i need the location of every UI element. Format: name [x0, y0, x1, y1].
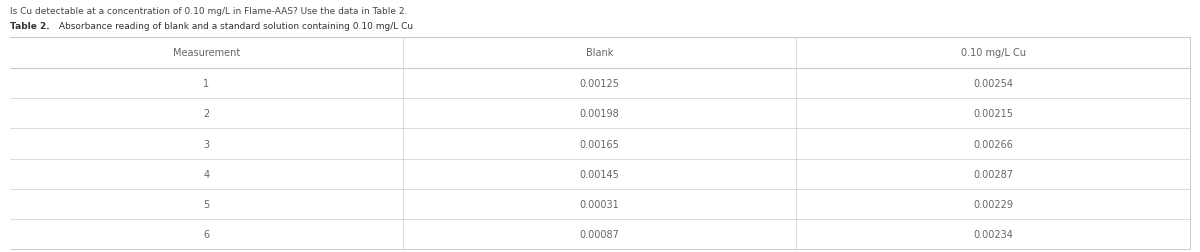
Text: Blank: Blank — [586, 48, 613, 58]
Text: 0.10 mg/L Cu: 0.10 mg/L Cu — [961, 48, 1026, 58]
Bar — [10, 159, 1190, 189]
Bar — [10, 38, 403, 69]
Text: 0.00165: 0.00165 — [580, 139, 619, 149]
Bar — [796, 38, 1190, 69]
Bar — [10, 99, 1190, 129]
Text: Table 2.: Table 2. — [10, 22, 49, 31]
Text: 3: 3 — [203, 139, 209, 149]
Bar — [10, 69, 1190, 99]
Text: Absorbance reading of blank and a standard solution containing 0.10 mg/L Cu: Absorbance reading of blank and a standa… — [56, 22, 414, 31]
Text: Measurement: Measurement — [173, 48, 240, 58]
Text: 0.00198: 0.00198 — [580, 109, 619, 119]
Text: 0.00031: 0.00031 — [580, 199, 619, 209]
Text: 0.00215: 0.00215 — [973, 109, 1013, 119]
Text: 0.00266: 0.00266 — [973, 139, 1013, 149]
Bar — [10, 189, 1190, 219]
Text: 0.00125: 0.00125 — [580, 79, 619, 89]
Text: 4: 4 — [203, 169, 209, 179]
Text: 6: 6 — [203, 229, 209, 239]
Text: 0.00229: 0.00229 — [973, 199, 1013, 209]
Text: 0.00234: 0.00234 — [973, 229, 1013, 239]
Text: Is Cu detectable at a concentration of 0.10 mg/L in Flame-AAS? Use the data in T: Is Cu detectable at a concentration of 0… — [10, 7, 407, 16]
Bar — [10, 219, 1190, 249]
Text: 0.00087: 0.00087 — [580, 229, 619, 239]
Text: 0.00145: 0.00145 — [580, 169, 619, 179]
Text: 1: 1 — [203, 79, 209, 89]
Text: 5: 5 — [203, 199, 209, 209]
Text: 0.00254: 0.00254 — [973, 79, 1013, 89]
Bar — [10, 129, 1190, 159]
Text: 0.00287: 0.00287 — [973, 169, 1013, 179]
Bar — [403, 38, 796, 69]
Text: 2: 2 — [203, 109, 209, 119]
